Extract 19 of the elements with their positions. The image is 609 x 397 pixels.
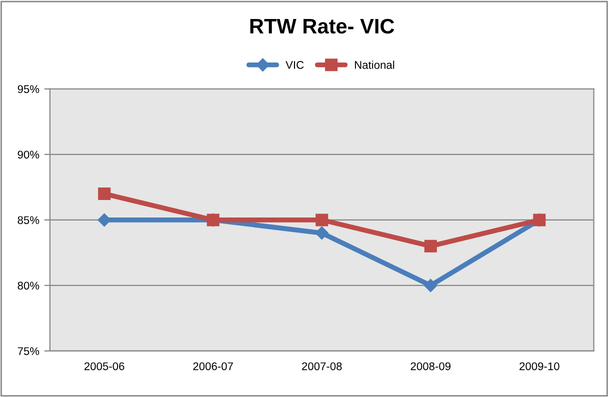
x-tick-label: 2006-07 bbox=[193, 362, 233, 370]
legend-label: National bbox=[354, 60, 394, 69]
y-tick-label: 95% bbox=[18, 85, 40, 94]
x-tick-label: 2008-09 bbox=[410, 362, 450, 370]
y-tick-label: 75% bbox=[18, 347, 40, 356]
point bbox=[424, 278, 438, 292]
point bbox=[98, 213, 111, 227]
x-tick-label: 2009-10 bbox=[520, 362, 560, 370]
point bbox=[316, 214, 328, 226]
x-tick-label: 2007-08 bbox=[302, 362, 342, 370]
point bbox=[424, 240, 437, 252]
y-tick-label: 80% bbox=[18, 282, 40, 290]
point bbox=[315, 226, 328, 240]
point bbox=[98, 187, 111, 200]
y-tick-label: 85% bbox=[18, 216, 40, 224]
chart-title: RTW Rate- VIC bbox=[250, 18, 394, 34]
legend-label: VIC bbox=[286, 61, 304, 69]
x-tick-label: 2005-06 bbox=[84, 362, 124, 370]
y-tick-label: 90% bbox=[18, 150, 40, 159]
